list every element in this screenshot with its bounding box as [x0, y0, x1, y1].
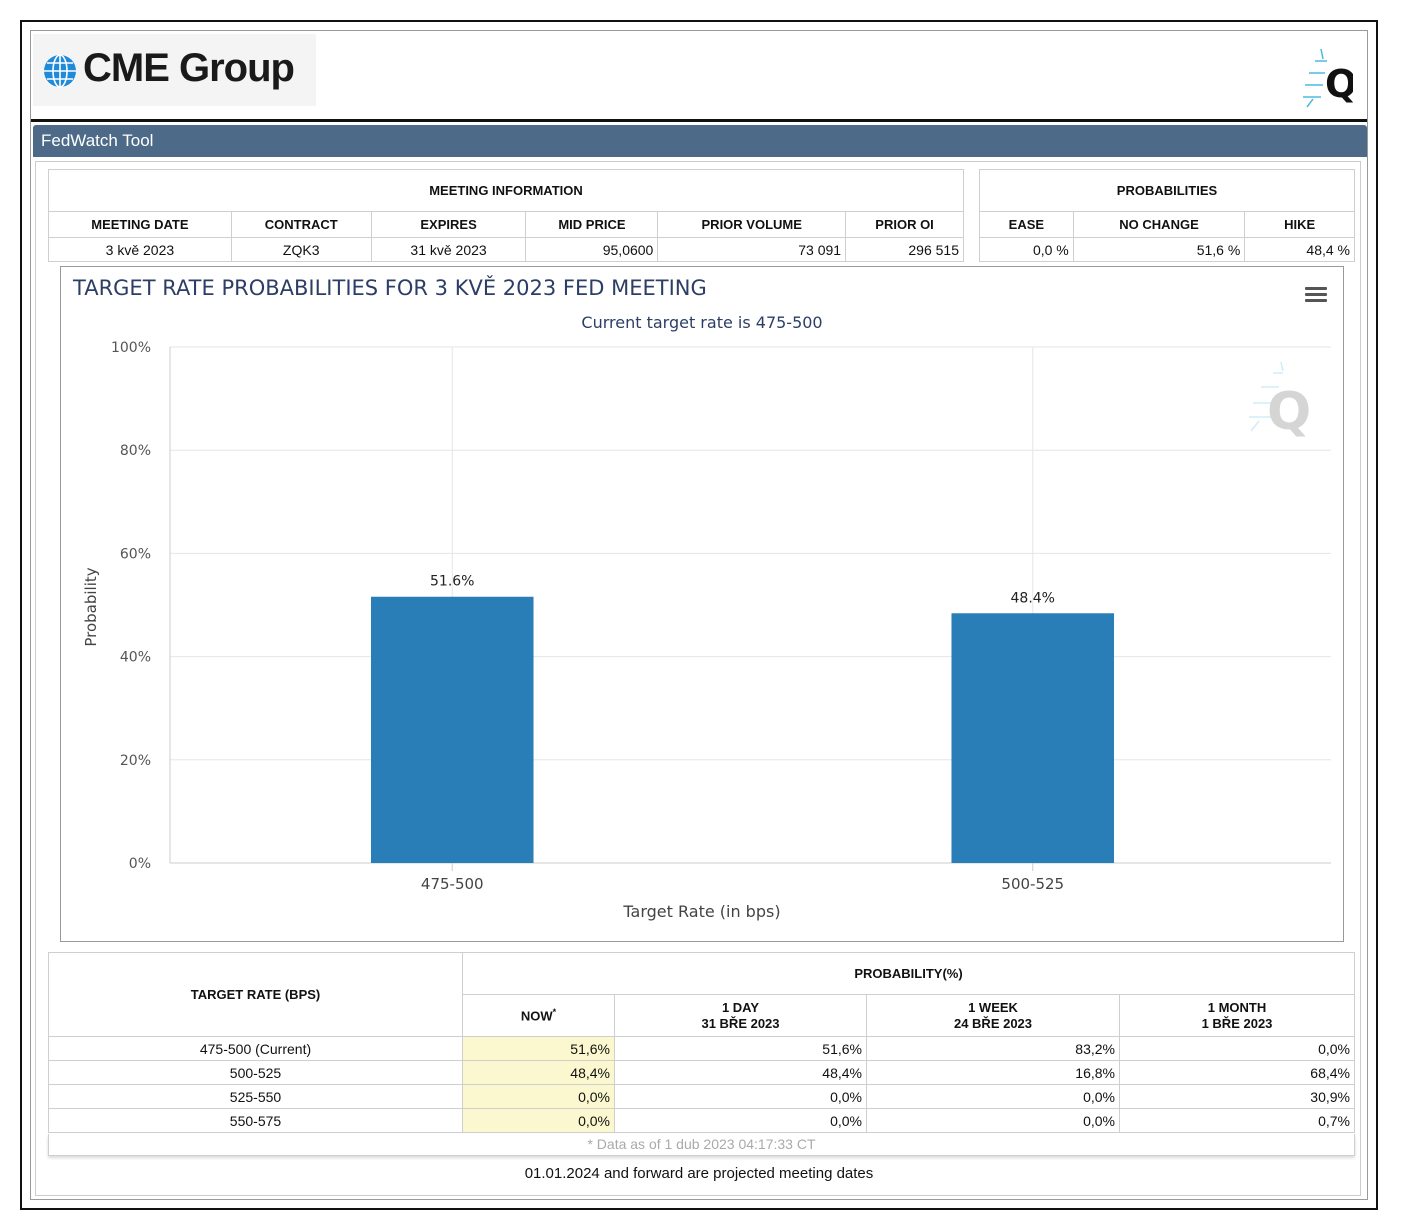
col-contract: CONTRACT	[230, 211, 372, 238]
meeting-info-table: MEETING INFORMATION MEETING DATE CONTRAC…	[48, 169, 964, 262]
svg-text:Q: Q	[1267, 382, 1311, 442]
cell-prior-volume: 73 091	[657, 237, 847, 262]
col-1day-date: 31 BŘE 2023	[701, 1015, 780, 1031]
probabilities-table: PROBABILITIES EASE NO CHANGE HIKE 0,0 % …	[979, 169, 1355, 262]
hamburger-menu-icon[interactable]	[1305, 285, 1327, 305]
main-content: MEETING INFORMATION MEETING DATE CONTRAC…	[35, 161, 1361, 1196]
data-label: 48.4%	[1011, 590, 1055, 606]
col-1month-date: 1 BŘE 2023	[1201, 1015, 1273, 1031]
col-no-change: NO CHANGE	[1072, 211, 1246, 238]
bar-475-500[interactable]	[370, 596, 534, 863]
cell-now: 48,4%	[462, 1060, 615, 1085]
q-logo-icon: Q	[1303, 48, 1353, 108]
col-1week: 1 WEEK 24 BŘE 2023	[866, 994, 1120, 1037]
col-target-rate: TARGET RATE (BPS)	[48, 952, 463, 1037]
cell-prior-oi: 296 515	[845, 237, 964, 262]
cell-1day: 0,0%	[614, 1084, 867, 1109]
svg-text:Q: Q	[1325, 62, 1353, 106]
globe-icon	[44, 54, 76, 88]
chart-subtitle: Current target rate is 475-500	[581, 313, 822, 332]
cell-mid-price: 95,0600	[525, 237, 659, 262]
cell-1month: 30,9%	[1119, 1084, 1355, 1109]
cell-1month: 68,4%	[1119, 1060, 1355, 1085]
chart-container: TARGET RATE PROBABILITIES FOR 3 KVĚ 2023…	[60, 266, 1344, 942]
bar-500-525[interactable]	[951, 613, 1115, 863]
tool-title: FedWatch Tool	[41, 131, 154, 150]
x-tick-label: 500-525	[1001, 875, 1064, 893]
meeting-info-title: MEETING INFORMATION	[48, 169, 964, 212]
logo-text: CME Group	[83, 46, 295, 90]
probability-history-table: TARGET RATE (BPS) PROBABILITY(%) NOW* 1 …	[48, 952, 1355, 1133]
col-1month: 1 MONTH 1 BŘE 2023	[1119, 994, 1355, 1037]
y-tick-label: 40%	[120, 650, 151, 666]
projected-dates-note: 01.01.2024 and forward are projected mee…	[524, 1165, 874, 1182]
cell-contract: ZQK3	[230, 237, 372, 262]
y-tick-label: 60%	[120, 546, 151, 562]
cell-now: 51,6%	[462, 1036, 615, 1061]
col-prior-volume: PRIOR VOLUME	[657, 211, 847, 238]
x-axis-title: Target Rate (in bps)	[622, 902, 780, 921]
y-axis-title: Probability	[82, 567, 100, 646]
cell-1week: 0,0%	[866, 1084, 1120, 1109]
col-now-asterisk: *	[552, 1007, 557, 1018]
col-now-label: NOW	[520, 1008, 553, 1024]
col-ease: EASE	[979, 211, 1074, 238]
cell-rate: 500-525	[48, 1060, 463, 1085]
cell-now: 0,0%	[462, 1108, 615, 1133]
probabilities-title: PROBABILITIES	[979, 169, 1355, 212]
data-timestamp-note: * Data as of 1 dub 2023 04:17:33 CT	[48, 1134, 1355, 1156]
cell-ease: 0,0 %	[979, 237, 1074, 262]
col-mid-price: MID PRICE	[525, 211, 659, 238]
cme-logo[interactable]: CME Group	[33, 34, 316, 106]
cell-1week: 0,0%	[866, 1108, 1120, 1133]
fedwatch-panel: CME Group Q FedWatch Tool MEETING INFORM…	[30, 30, 1368, 1200]
cell-1month: 0,7%	[1119, 1108, 1355, 1133]
y-tick-label: 0%	[129, 856, 151, 872]
x-tick-label: 475-500	[421, 875, 484, 893]
col-now: NOW*	[462, 994, 615, 1037]
col-expires: EXPIRES	[370, 211, 527, 238]
y-tick-label: 20%	[120, 753, 151, 769]
bar-chart: TARGET RATE PROBABILITIES FOR 3 KVĚ 2023…	[72, 275, 1331, 921]
col-1week-label: 1 WEEK	[968, 999, 1018, 1015]
cell-no-change: 51,6 %	[1072, 237, 1246, 262]
cell-now: 0,0%	[462, 1084, 615, 1109]
col-1week-date: 24 BŘE 2023	[953, 1015, 1033, 1031]
col-hike: HIKE	[1244, 211, 1355, 238]
q-watermark-icon: Q	[1249, 361, 1311, 442]
cell-meeting-date: 3 kvě 2023	[48, 237, 232, 262]
tool-title-bar: FedWatch Tool	[33, 125, 1367, 157]
data-label: 51.6%	[430, 574, 474, 590]
col-prior-oi: PRIOR OI	[845, 211, 964, 238]
page-frame: CME Group Q FedWatch Tool MEETING INFORM…	[20, 20, 1378, 1210]
cell-1day: 0,0%	[614, 1108, 867, 1133]
col-1day: 1 DAY 31 BŘE 2023	[614, 994, 867, 1037]
cell-1day: 51,6%	[614, 1036, 867, 1061]
cell-1day: 48,4%	[614, 1060, 867, 1085]
table-row: 475-500 (Current) 51,6% 51,6% 83,2% 0,0%	[48, 1036, 1355, 1061]
y-tick-label: 80%	[120, 443, 151, 459]
cell-1week: 83,2%	[866, 1036, 1120, 1061]
cell-1week: 16,8%	[866, 1060, 1120, 1085]
cell-expires: 31 kvě 2023	[370, 237, 527, 262]
cell-hike: 48,4 %	[1244, 237, 1355, 262]
col-meeting-date: MEETING DATE	[48, 211, 232, 238]
y-tick-label: 100%	[111, 340, 151, 356]
table-row: 525-550 0,0% 0,0% 0,0% 30,9%	[48, 1084, 1355, 1109]
cell-rate: 525-550	[48, 1084, 463, 1109]
table-row: 550-575 0,0% 0,0% 0,0% 0,7%	[48, 1108, 1355, 1133]
cell-rate: 475-500 (Current)	[48, 1036, 463, 1061]
col-1day-label: 1 DAY	[721, 999, 760, 1015]
cell-rate: 550-575	[48, 1108, 463, 1133]
chart-title: TARGET RATE PROBABILITIES FOR 3 KVĚ 2023…	[72, 275, 707, 300]
col-1month-label: 1 MONTH	[1207, 999, 1267, 1015]
header: CME Group Q	[31, 31, 1367, 122]
table-row: 500-525 48,4% 48,4% 16,8% 68,4%	[48, 1060, 1355, 1085]
probability-header: PROBABILITY(%)	[462, 952, 1355, 995]
cell-1month: 0,0%	[1119, 1036, 1355, 1061]
